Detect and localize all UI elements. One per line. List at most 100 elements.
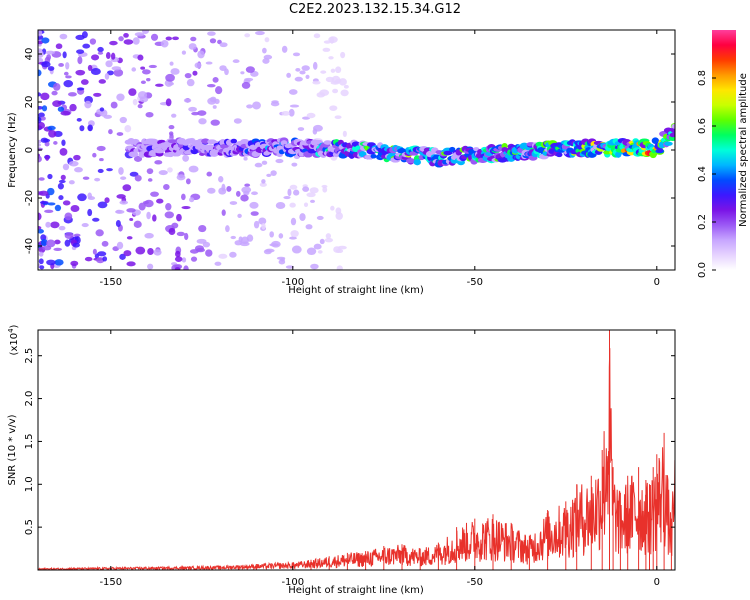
- noise-speckle: [229, 251, 237, 258]
- noise-speckle: [96, 257, 105, 264]
- noise-speckle: [214, 261, 222, 266]
- ridge-blob: [413, 159, 421, 166]
- noise-speckle: [77, 193, 87, 202]
- ridge-blob: [443, 150, 453, 156]
- noise-speckle: [168, 124, 175, 130]
- noise-speckle: [58, 195, 64, 201]
- noise-speckle: [313, 243, 322, 250]
- noise-speckle: [57, 106, 65, 112]
- noise-speckle: [98, 79, 106, 84]
- noise-speckle: [184, 72, 192, 79]
- noise-speckle: [275, 158, 284, 164]
- noise-speckle: [38, 92, 42, 97]
- noise-speckle: [163, 184, 170, 191]
- noise-speckle: [93, 92, 102, 97]
- noise-speckle: [65, 75, 72, 79]
- noise-speckle: [147, 248, 154, 255]
- noise-speckle: [38, 57, 44, 63]
- noise-speckle: [134, 174, 142, 182]
- noise-speckle: [250, 211, 259, 216]
- noise-speckle: [57, 182, 64, 190]
- noise-speckle: [209, 38, 217, 44]
- ridge-blob: [370, 154, 377, 159]
- noise-speckle: [40, 116, 46, 121]
- noise-speckle: [306, 112, 316, 119]
- colorbar-tick-label: 0.2: [697, 214, 708, 230]
- noise-speckle: [38, 116, 42, 124]
- noise-speckle: [310, 199, 316, 203]
- noise-speckle: [155, 83, 164, 87]
- noise-speckle: [38, 228, 44, 234]
- noise-speckle: [243, 156, 248, 161]
- noise-speckle: [259, 182, 267, 187]
- noise-speckle: [147, 263, 154, 270]
- noise-speckle: [38, 139, 42, 144]
- noise-speckle: [254, 162, 263, 168]
- noise-speckle: [94, 177, 101, 182]
- noise-speckle: [54, 259, 64, 266]
- noise-speckle: [283, 195, 291, 200]
- noise-speckle: [50, 221, 60, 229]
- noise-speckle: [97, 168, 104, 174]
- ridge-blob: [230, 138, 238, 144]
- noise-speckle: [237, 213, 242, 218]
- noise-speckle: [258, 217, 267, 225]
- noise-speckle: [63, 71, 69, 76]
- noise-speckle: [106, 168, 113, 172]
- noise-speckle: [306, 247, 317, 256]
- noise-speckle: [110, 52, 116, 60]
- noise-speckle: [55, 43, 63, 50]
- noise-speckle: [84, 100, 92, 109]
- noise-speckle: [123, 32, 129, 38]
- noise-speckle: [291, 245, 302, 254]
- noise-speckle: [115, 209, 122, 214]
- noise-speckle: [82, 176, 90, 180]
- noise-speckle: [70, 204, 80, 213]
- noise-speckle: [81, 31, 88, 39]
- ridge-blob: [398, 147, 406, 153]
- noise-speckle: [38, 105, 44, 110]
- noise-speckle: [146, 77, 151, 82]
- noise-speckle: [164, 211, 174, 219]
- noise-speckle: [168, 227, 176, 236]
- noise-speckle: [289, 202, 296, 208]
- noise-speckle: [191, 111, 200, 116]
- noise-speckle: [132, 98, 138, 106]
- noise-speckle: [245, 66, 255, 73]
- noise-speckle: [97, 46, 104, 53]
- noise-speckle: [47, 173, 53, 180]
- ridge-blob: [240, 138, 250, 144]
- noise-speckle: [289, 184, 298, 190]
- noise-speckle: [40, 92, 50, 101]
- spectrogram-ytick-label: -40: [24, 238, 35, 254]
- noise-speckle: [160, 39, 169, 48]
- noise-speckle: [181, 257, 187, 263]
- noise-speckle: [99, 107, 105, 112]
- noise-speckle: [109, 40, 118, 46]
- noise-speckle: [74, 167, 83, 173]
- noise-speckle: [148, 64, 157, 69]
- noise-speckle: [53, 82, 61, 91]
- noise-speckle: [44, 209, 54, 214]
- noise-speckle: [335, 207, 342, 215]
- noise-speckle: [206, 171, 213, 177]
- snr-ytick-label: 1.0: [24, 476, 35, 492]
- ridge-blob: [185, 138, 196, 144]
- noise-speckle: [105, 60, 113, 68]
- noise-speckle: [123, 250, 132, 257]
- noise-speckle: [118, 36, 124, 42]
- noise-speckle: [137, 104, 143, 109]
- noise-speckle: [62, 163, 70, 171]
- noise-speckle: [87, 64, 93, 72]
- noise-speckle: [51, 90, 58, 96]
- noise-speckle: [58, 225, 66, 231]
- colorbar-tick-label: 0.4: [697, 166, 708, 182]
- noise-speckle: [324, 237, 334, 243]
- noise-speckle: [38, 121, 45, 130]
- noise-speckle: [288, 89, 298, 95]
- noise-speckle: [87, 124, 93, 132]
- noise-speckle: [111, 66, 122, 71]
- noise-speckle: [141, 69, 151, 75]
- noise-speckle: [185, 178, 191, 185]
- noise-speckle: [194, 62, 202, 69]
